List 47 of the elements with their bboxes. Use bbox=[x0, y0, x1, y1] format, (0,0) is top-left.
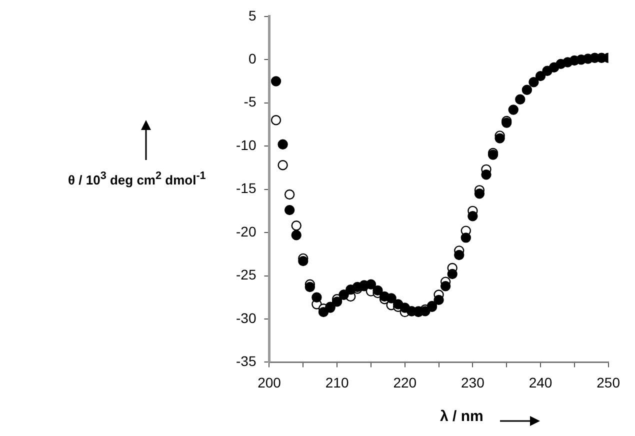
point bbox=[298, 256, 308, 266]
point bbox=[372, 285, 383, 296]
y-tick-label: -5 bbox=[244, 94, 256, 110]
point bbox=[304, 282, 316, 292]
x-tick-label: 230 bbox=[461, 374, 485, 390]
point bbox=[434, 294, 444, 306]
point bbox=[284, 204, 295, 216]
y-tick-label: -15 bbox=[236, 180, 256, 196]
point bbox=[386, 293, 396, 304]
y-tick-label: -10 bbox=[236, 136, 256, 153]
point bbox=[454, 250, 464, 260]
y-tick-label: -25 bbox=[236, 266, 256, 283]
point bbox=[508, 104, 518, 115]
point bbox=[278, 139, 288, 150]
y-tick-label: -30 bbox=[236, 310, 256, 326]
point bbox=[522, 84, 532, 95]
x-tick-label: 220 bbox=[393, 374, 417, 390]
point bbox=[528, 77, 539, 88]
point bbox=[440, 281, 451, 292]
point bbox=[447, 268, 458, 280]
point bbox=[270, 115, 282, 126]
point bbox=[291, 230, 302, 240]
point bbox=[278, 160, 288, 170]
point bbox=[318, 306, 329, 318]
x-tick-label: 210 bbox=[325, 374, 349, 390]
x-tick-label: 250 bbox=[596, 374, 620, 390]
y-tick-label: -35 bbox=[236, 353, 256, 370]
point bbox=[515, 94, 526, 104]
point bbox=[474, 188, 485, 199]
point bbox=[494, 133, 505, 144]
point bbox=[366, 279, 376, 290]
point bbox=[284, 189, 295, 200]
point bbox=[332, 296, 342, 307]
point bbox=[460, 232, 472, 243]
point bbox=[312, 292, 322, 302]
y-tick-label: 0 bbox=[248, 50, 256, 66]
x-axis-title: λ / nm bbox=[440, 408, 484, 425]
point bbox=[481, 170, 492, 180]
y-tick-label: 5 bbox=[248, 7, 256, 24]
point bbox=[535, 70, 546, 82]
y-tick-label: -20 bbox=[236, 223, 256, 240]
point bbox=[291, 220, 302, 231]
x-tick-label: 240 bbox=[528, 374, 552, 390]
y-axis-title: θ / 10$^{3}$ deg cm$^{2}$ dmol$^{-1}$ bbox=[68, 170, 206, 188]
point bbox=[468, 211, 478, 222]
x-tick-label: 200 bbox=[258, 374, 282, 390]
point bbox=[270, 76, 282, 86]
